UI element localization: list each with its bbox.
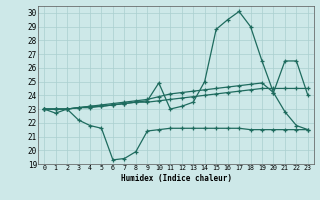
X-axis label: Humidex (Indice chaleur): Humidex (Indice chaleur)	[121, 174, 231, 183]
